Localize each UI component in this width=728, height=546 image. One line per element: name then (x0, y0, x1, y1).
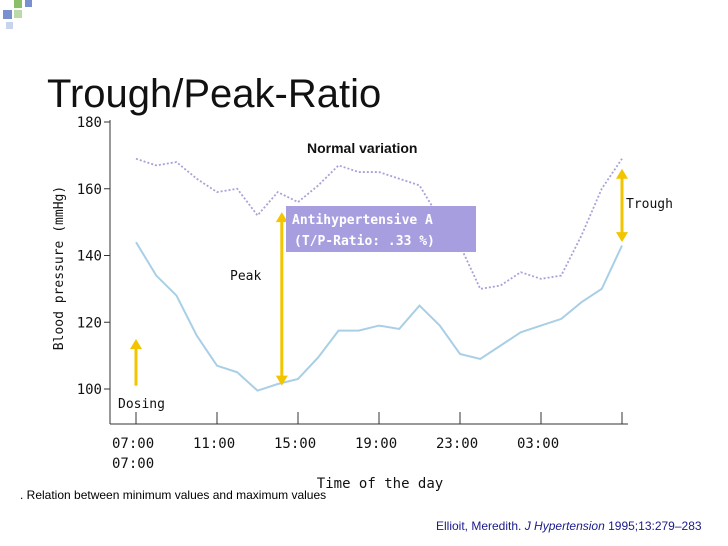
x-tick-label: 11:00 (193, 436, 235, 452)
ratio-label: (T/P-Ratio: .33 %) (294, 234, 435, 249)
deco-square-blue-small (25, 0, 32, 7)
x-tick-label: 19:00 (355, 436, 397, 452)
y-tick-label: 100 (77, 382, 102, 398)
deco-square-light (14, 10, 22, 18)
drug-label-box (286, 206, 476, 252)
y-axis-label: Blood pressure (mmHg) (52, 186, 67, 350)
x-tick-label: 15:00 (274, 436, 316, 452)
deco-square-blue (3, 10, 12, 19)
drug-label: Antihypertensive A (292, 213, 433, 228)
series-line-normal (135, 157, 623, 290)
x-tick-label: 03:00 (517, 436, 559, 452)
arrow-head-top-trough (616, 168, 628, 179)
x-axis-label: Time of the day (317, 476, 443, 492)
arrow-head-bottom-peak (275, 375, 288, 386)
deco-square-green (14, 0, 22, 8)
caption: . Relation between minimum values and ma… (20, 488, 327, 502)
arrow-head-bottom-trough (616, 232, 628, 243)
y-tick-label: 180 (77, 115, 102, 131)
series-line-antihypertensive (135, 241, 623, 392)
chart-title: Normal variation (307, 140, 417, 156)
slide-title: Trough/Peak-Ratio (47, 72, 382, 116)
x-tick-label: 07:00 (112, 436, 154, 452)
arrow-head-top-peak (275, 212, 288, 223)
x-tick-label-second-row: 07:00 (112, 456, 154, 472)
citation: Ellioit, Meredith. J Hypertension 1995;1… (436, 518, 728, 534)
citation-details: 1995;13:279–283 (608, 519, 702, 533)
trough-label: Trough (626, 197, 673, 212)
deco-square-pale (6, 22, 13, 29)
citation-authors: Ellioit, Meredith. (436, 519, 522, 533)
y-tick-label: 160 (77, 182, 102, 198)
corner-decoration (3, 0, 32, 29)
x-tick-label: 23:00 (436, 436, 478, 452)
dosing-label: Dosing (118, 397, 165, 412)
y-tick-label: 120 (77, 315, 102, 331)
peak-label: Peak (230, 269, 261, 284)
arrow-head-top-dosing (130, 338, 142, 349)
arrow-trough (616, 168, 628, 243)
y-tick-label: 140 (77, 249, 102, 265)
arrow-peak (275, 212, 288, 386)
arrow-dosing (130, 338, 142, 386)
citation-journal: J Hypertension (524, 519, 605, 533)
